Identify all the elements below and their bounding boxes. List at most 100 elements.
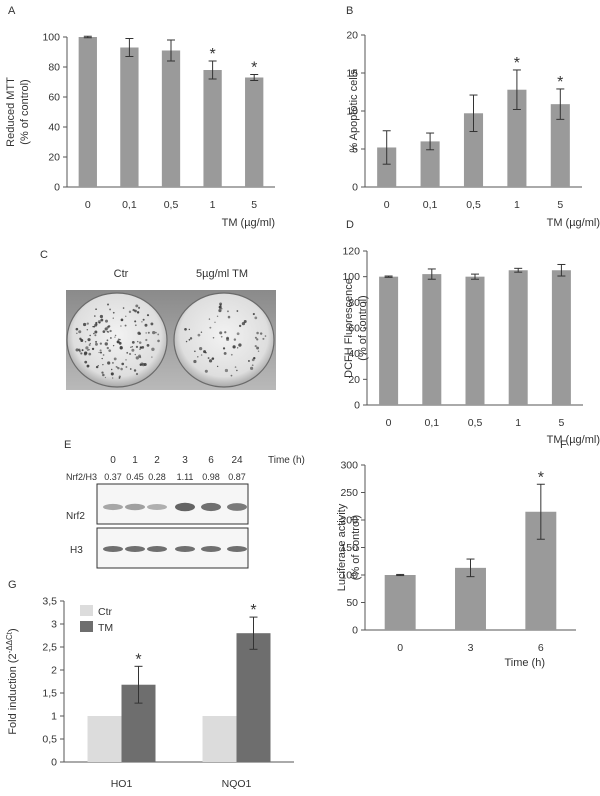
colony-dot — [135, 356, 139, 360]
colony-dot — [95, 340, 98, 343]
colony-dot — [94, 315, 96, 317]
y-tick-label: 100 — [340, 570, 358, 582]
panel-label-a: A — [8, 5, 16, 17]
colony-dot — [116, 366, 119, 368]
petri-dish-tm — [173, 292, 275, 388]
colony-dot — [236, 347, 239, 349]
x-axis-label: TM (µg/ml) — [547, 217, 600, 229]
y-tick-label: 40 — [348, 348, 360, 360]
bar — [120, 47, 139, 187]
colony-dot — [107, 303, 110, 306]
colony-dot — [84, 360, 88, 364]
colony-dot — [238, 324, 242, 328]
colony-dot — [89, 334, 91, 337]
colony-dot — [98, 351, 100, 354]
colony-dot — [254, 344, 257, 348]
colony-dot — [95, 308, 97, 311]
y-tick-label: 10 — [346, 106, 358, 118]
x-tick-label: 0,1 — [424, 417, 439, 429]
colony-dot — [120, 345, 122, 348]
colony-dot — [120, 318, 124, 322]
colony-dot — [131, 346, 133, 348]
colony-dot — [135, 304, 139, 308]
bar-ctr — [202, 716, 237, 762]
colony-dot — [219, 331, 223, 335]
colony-dot — [189, 337, 193, 340]
colony-dot — [75, 348, 79, 352]
colony-dot — [118, 341, 122, 345]
colony-dot — [209, 326, 212, 329]
x-tick-label: 5 — [557, 199, 563, 211]
bar — [465, 276, 485, 405]
x-tick-label: HO1 — [111, 778, 133, 790]
colony-dot — [134, 320, 137, 323]
y-axis-label-units: (% of control) — [350, 515, 362, 580]
significance-star: * — [557, 74, 563, 91]
y-axis-label: DCFH Fluorescence — [343, 278, 355, 378]
y-tick-label: 80 — [48, 62, 60, 74]
x-tick-label: 0,5 — [164, 199, 179, 211]
colony-dot — [194, 350, 196, 353]
colony-dot — [94, 334, 97, 337]
panel-label-b: B — [346, 5, 353, 17]
error-bar — [427, 268, 436, 280]
y-tick-label: 1,5 — [42, 688, 57, 700]
colony-dot — [106, 339, 109, 342]
colony-dot — [91, 347, 95, 351]
y-tick-label: 120 — [342, 246, 360, 258]
colony-dot — [212, 336, 215, 339]
colony-dot — [139, 363, 143, 367]
colony-dot — [78, 330, 82, 334]
colony-dot — [114, 336, 116, 338]
colony-dot — [102, 330, 106, 333]
y-tick-label: 3,5 — [42, 596, 57, 608]
y-tick-label: 100 — [342, 271, 360, 283]
colony-dot — [136, 311, 140, 314]
colony-dot — [125, 366, 128, 368]
colony-dot — [188, 328, 190, 331]
y-tick-label: 0 — [354, 400, 360, 412]
colony-dot — [92, 325, 94, 328]
colony-dot — [207, 357, 210, 359]
y-tick-label: 3 — [51, 619, 57, 631]
colony-dot — [112, 377, 114, 379]
colony-dot — [248, 360, 250, 362]
colony-dot — [144, 323, 148, 327]
x-tick-label: 1 — [210, 199, 216, 211]
colony-dot — [122, 307, 125, 309]
colony-dot — [111, 361, 114, 364]
colony-dot — [254, 336, 257, 339]
y-axis-label: Fold induction (2-ΔΔCt) — [5, 628, 20, 734]
colony-dot — [236, 310, 239, 312]
colony-dot — [264, 335, 267, 337]
y-tick-label: 0 — [51, 757, 57, 769]
colony-dot — [83, 322, 87, 327]
colony-dot — [94, 342, 98, 346]
x-axis-label: TM (µg/ml) — [222, 217, 275, 229]
blot-ratio-value: 1.11 — [177, 472, 194, 482]
colonies-tm — [184, 302, 267, 377]
colony-dot — [102, 363, 104, 366]
x-tick-label: 0,1 — [122, 199, 137, 211]
colony-dot — [146, 314, 150, 317]
y-tick-label: 1 — [51, 711, 57, 723]
colony-dot — [80, 352, 83, 355]
colony-dot — [233, 338, 237, 341]
colonies-ctr — [75, 303, 160, 379]
error-bar — [249, 616, 258, 650]
colony-dot — [104, 327, 108, 331]
colony-dot — [118, 377, 121, 379]
colony-dot — [227, 310, 229, 313]
colony-dot — [119, 346, 123, 350]
colony-dot — [116, 340, 120, 344]
nrf2-band — [201, 502, 221, 512]
y-tick-label: 300 — [340, 460, 358, 472]
colony-dot — [208, 359, 213, 363]
colony-dot — [254, 316, 258, 320]
error-bar — [382, 130, 391, 165]
bar — [379, 276, 399, 405]
colony-dot — [88, 352, 92, 356]
bands-nrf2 — [103, 502, 247, 512]
error-bar — [167, 39, 175, 62]
colony-dot — [87, 338, 91, 342]
